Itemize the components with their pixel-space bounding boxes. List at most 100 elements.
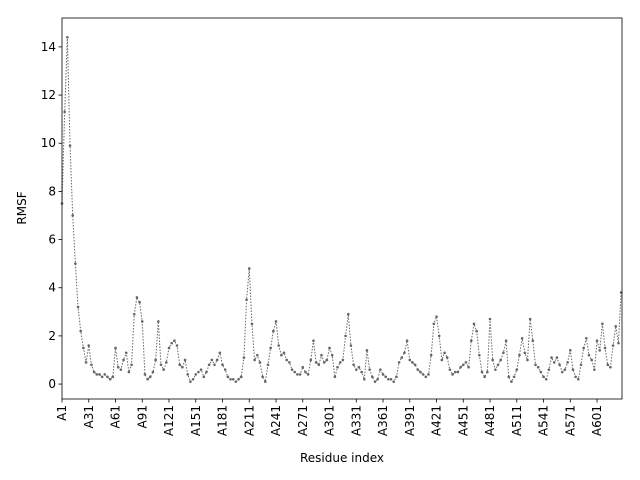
x-tick-label: A301: [323, 405, 337, 436]
data-point: [376, 377, 379, 381]
data-point: [429, 353, 433, 357]
data-point: [483, 375, 486, 379]
data-point: [558, 363, 561, 367]
x-tick-label: A31: [82, 405, 96, 428]
data-point: [566, 361, 569, 364]
data-point: [226, 375, 230, 379]
data-point: [507, 375, 511, 379]
data-point: [435, 315, 438, 318]
data-point: [478, 353, 481, 357]
data-point: [173, 339, 176, 343]
x-tick-label: A91: [135, 405, 149, 428]
data-point: [111, 375, 115, 379]
data-point: [593, 368, 596, 371]
data-point: [87, 344, 91, 347]
data-point: [138, 300, 141, 304]
data-point: [424, 375, 428, 379]
data-point: [186, 373, 190, 376]
data-point: [178, 363, 182, 367]
data-point: [202, 375, 206, 379]
data-line: [61, 37, 622, 384]
data-point: [159, 363, 163, 367]
data-point: [296, 373, 299, 376]
data-point: [151, 370, 155, 374]
x-tick-label: A511: [510, 405, 524, 436]
data-point: [167, 346, 171, 350]
data-point: [237, 377, 240, 381]
data-point: [269, 346, 272, 350]
data-point: [322, 361, 326, 364]
data-point: [234, 380, 238, 383]
data-point: [108, 377, 112, 381]
data-point: [100, 375, 104, 379]
data-point: [154, 358, 157, 362]
data-point: [555, 356, 559, 359]
data-point: [130, 363, 133, 367]
data-point: [272, 329, 275, 333]
plot-frame: [61, 17, 623, 400]
data-point: [432, 322, 436, 326]
data-point: [349, 344, 353, 347]
data-point: [255, 353, 259, 357]
data-point: [368, 368, 371, 371]
data-point: [453, 370, 457, 374]
data-point: [379, 368, 382, 371]
data-point: [122, 358, 125, 362]
data-point: [194, 373, 198, 376]
data-point: [510, 380, 513, 383]
data-point: [609, 365, 612, 369]
data-point: [253, 358, 256, 362]
data-point: [448, 368, 452, 371]
data-point: [488, 317, 492, 321]
data-point: [63, 110, 66, 114]
data-point: [560, 370, 564, 374]
data-point: [440, 358, 444, 362]
data-point: [290, 368, 294, 371]
data-point: [552, 361, 556, 364]
data-point: [371, 375, 374, 379]
y-axis-label: RMSF: [15, 191, 29, 224]
data-point: [317, 363, 321, 367]
data-point: [84, 361, 88, 364]
data-point: [328, 346, 331, 350]
data-point: [416, 368, 420, 371]
data-point: [352, 363, 355, 367]
data-point: [199, 368, 203, 371]
data-point: [205, 370, 208, 374]
data-point: [387, 377, 390, 381]
data-point: [445, 356, 449, 359]
data-point: [381, 373, 385, 376]
data-point: [258, 361, 262, 364]
data-point: [346, 312, 350, 316]
x-tick-label: A241: [269, 405, 283, 436]
data-point: [547, 368, 551, 371]
data-point: [400, 356, 404, 359]
data-point: [288, 361, 291, 364]
data-point: [397, 361, 401, 364]
y-tick-label: 14: [41, 40, 56, 54]
x-tick-label: A541: [537, 405, 551, 436]
data-point: [590, 358, 593, 362]
data-point: [480, 370, 484, 374]
data-point: [579, 363, 583, 367]
data-point: [568, 349, 572, 352]
data-point: [451, 373, 454, 376]
data-point: [157, 320, 160, 323]
y-tick-label: 0: [48, 377, 56, 391]
data-point: [595, 339, 599, 343]
data-point: [523, 351, 527, 355]
data-point: [357, 365, 361, 369]
data-point: [298, 373, 302, 376]
data-point: [475, 329, 478, 333]
data-point: [617, 341, 620, 345]
data-point: [515, 368, 519, 371]
x-tick-label: A121: [162, 405, 176, 436]
data-point: [210, 358, 214, 362]
data-point: [550, 356, 553, 359]
data-point: [504, 339, 508, 343]
data-point: [79, 329, 83, 333]
data-point: [518, 353, 521, 357]
data-point: [389, 377, 393, 381]
data-point: [274, 320, 278, 323]
data-point: [341, 358, 345, 362]
